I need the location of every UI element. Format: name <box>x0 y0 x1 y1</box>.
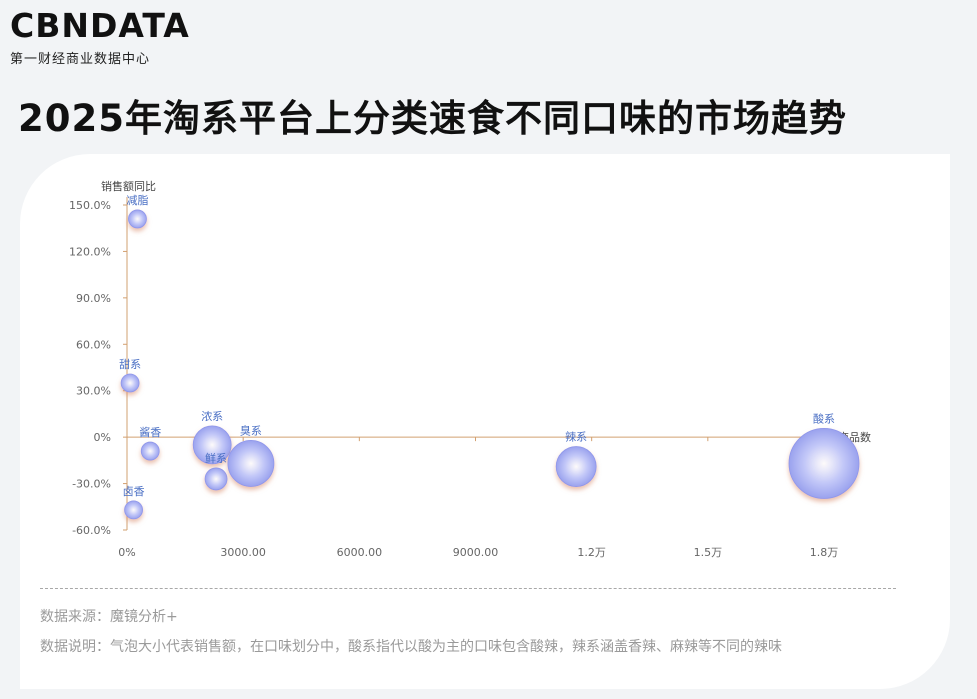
data-source: 数据来源：魔镜分析+ <box>40 609 178 625</box>
y-tick-label: 90.0% <box>76 292 111 305</box>
y-axis-label: 销售额同比 <box>101 179 156 193</box>
y-tick-label: 0% <box>94 431 111 444</box>
bubble-label: 卤香 <box>123 485 145 498</box>
y-tick-label: -60.0% <box>72 524 111 537</box>
x-tick-label: 6000.00 <box>337 546 383 559</box>
brand-logo: CBNDATA 第一财经商业数据中心 <box>10 6 190 68</box>
x-tick-label: 9000.00 <box>453 546 499 559</box>
y-tick-label: 150.0% <box>69 199 111 212</box>
bubble-label: 酸系 <box>813 411 835 425</box>
chart-card: 销售额同比 商品数 150.0% 120.0% 90.0% 60.0% 30.0% 0% -… <box>20 154 950 689</box>
bubble-point <box>788 428 860 499</box>
y-tick-label: -30.0% <box>72 478 111 491</box>
bubble-point <box>192 425 232 465</box>
bubble-label: 鲜系 <box>205 451 227 465</box>
bubble-point <box>140 441 160 461</box>
bubble-point <box>555 446 597 487</box>
x-tick-label: 1.5万 <box>694 546 723 559</box>
chart-bubbles: 减脂甜系酱香卤香 浓系鲜系臭系辣系 酸系 <box>119 193 860 520</box>
x-tick-label: 0% <box>118 546 135 559</box>
bubble-point <box>204 467 228 491</box>
bubble-label: 酱香 <box>139 425 161 439</box>
chart-axes: 150.0% 120.0% 90.0% 60.0% 30.0% 0% -30.0% -60.0… <box>69 197 838 559</box>
bubble-point <box>128 209 147 229</box>
x-tick-label: 3000.00 <box>220 546 266 559</box>
y-tick-label: 30.0% <box>76 385 111 398</box>
bubble-point <box>227 440 275 487</box>
bubble-point <box>120 373 140 393</box>
logo-wordmark: CBNDATA <box>10 6 190 45</box>
bubble-label: 甜系 <box>119 358 141 371</box>
data-note: 数据说明：气泡大小代表销售额，在口味划分中，酸系指代以酸为主的口味包含酸辣，辣系… <box>40 639 782 655</box>
page-title: 2025年淘系平台上分类速食不同口味的市场趋势 <box>18 97 847 140</box>
bubble-chart: 销售额同比 商品数 150.0%120.0%90.0%60.0%30.0%0%-… <box>69 179 871 559</box>
bubble-point <box>124 500 143 520</box>
footer-divider <box>40 588 896 589</box>
logo-tagline: 第一财经商业数据中心 <box>10 52 151 67</box>
y-tick-label: 120.0% <box>69 245 111 258</box>
bubble-label: 浓系 <box>201 410 223 423</box>
bubble-label: 辣系 <box>565 430 587 444</box>
x-tick-label: 1.2万 <box>577 546 606 559</box>
x-tick-label: 1.8万 <box>810 546 839 559</box>
bubble-label: 臭系 <box>240 423 262 437</box>
y-tick-label: 60.0% <box>76 338 111 351</box>
bubble-label: 减脂 <box>126 193 148 207</box>
